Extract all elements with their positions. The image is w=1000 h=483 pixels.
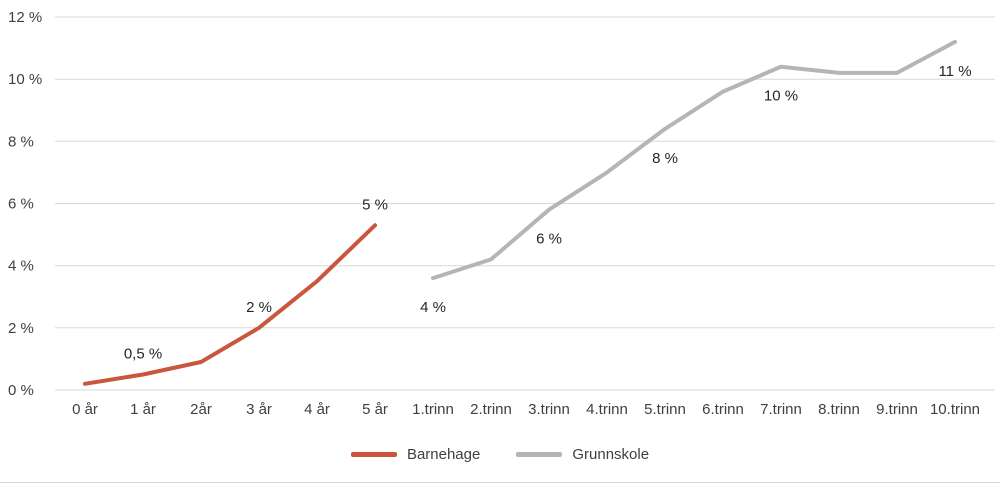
data-label: 0,5 % xyxy=(124,346,162,363)
y-axis-tick-label: 4 % xyxy=(8,258,34,275)
legend-label: Barnehage xyxy=(406,445,481,463)
data-label: 8 % xyxy=(652,150,678,167)
x-axis-tick-label: 8.trinn xyxy=(818,401,860,418)
chart-legend: Barnehage Grunnskole xyxy=(0,440,1000,468)
x-axis-tick-label: 0 år xyxy=(72,401,98,418)
x-axis-tick-label: 1 år xyxy=(130,401,156,418)
legend-swatch xyxy=(350,451,397,457)
x-axis-tick-label: 10.trinn xyxy=(930,401,980,418)
data-label: 4 % xyxy=(420,299,446,316)
legend-swatch xyxy=(516,451,563,457)
series-line-barnehage xyxy=(83,223,377,386)
line-chart: 0 % 2 % 4 % 6 % 8 % 10 % 12 % 0 år 1 år 2år 3 år 4 … xyxy=(8,9,995,418)
x-axis-tick-label: 5.trinn xyxy=(644,401,686,418)
x-axis-tick-label: 7.trinn xyxy=(760,401,802,418)
data-label: 6 % xyxy=(536,231,562,248)
x-axis-tick-label: 1.trinn xyxy=(412,401,454,418)
x-axis-tick-label: 5 år xyxy=(362,401,388,418)
x-axis-tick-label: 4 år xyxy=(304,401,330,418)
x-axis-tick-label: 4.trinn xyxy=(586,401,628,418)
x-axis-tick-label: 3 år xyxy=(246,401,272,418)
data-label: 10 % xyxy=(764,88,798,105)
x-axis-tick-label: 2år xyxy=(190,401,212,418)
x-axis-tick-label: 6.trinn xyxy=(702,401,744,418)
x-axis-tick-label: 3.trinn xyxy=(528,401,570,418)
legend-item-grunnskole: Grunnskole xyxy=(516,446,649,463)
x-axis-tick-label: 9.trinn xyxy=(876,401,918,418)
y-axis-tick-label: 0 % xyxy=(8,382,34,399)
y-axis-tick-label: 12 % xyxy=(8,9,42,26)
x-axis-tick-label: 2.trinn xyxy=(470,401,512,418)
data-label: 2 % xyxy=(246,299,272,316)
legend-label: Grunnskole xyxy=(572,445,650,463)
data-label: 5 % xyxy=(362,196,388,213)
y-axis-tick-label: 10 % xyxy=(8,71,42,88)
data-label: 11 % xyxy=(938,63,971,80)
series-line-grunnskole xyxy=(431,39,957,281)
y-axis-tick-label: 6 % xyxy=(8,196,34,213)
y-axis-tick-label: 8 % xyxy=(8,133,34,150)
legend-item-barnehage: Barnehage xyxy=(350,445,481,463)
y-axis-tick-label: 2 % xyxy=(8,320,34,337)
